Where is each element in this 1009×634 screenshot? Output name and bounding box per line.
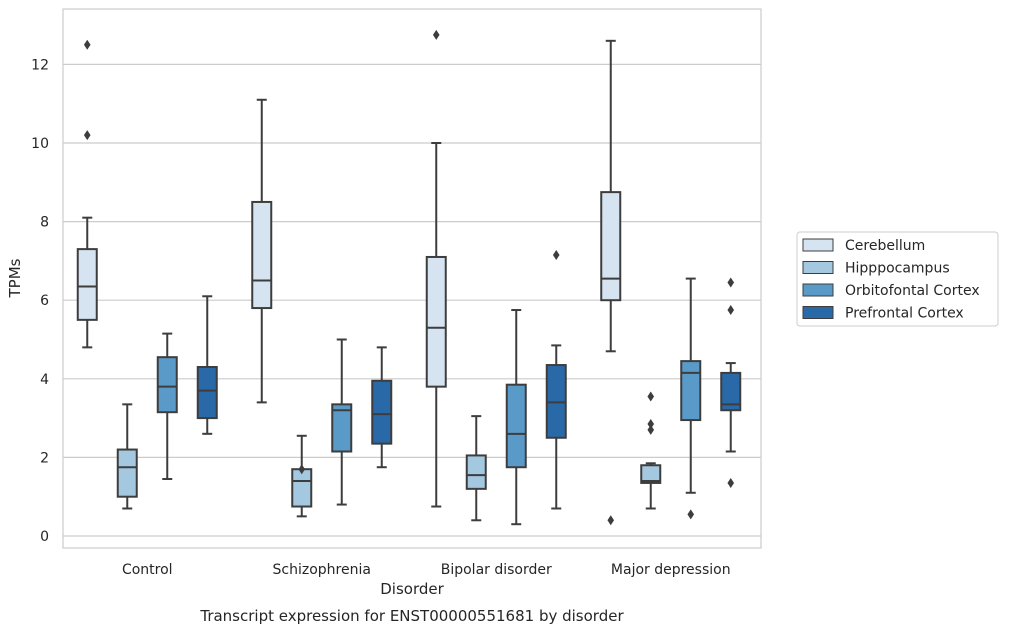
box-cerebellum bbox=[251, 98, 273, 404]
box-prefrontal-cortex bbox=[371, 346, 393, 469]
outlier-point bbox=[552, 250, 560, 261]
y-tick-label: 4 bbox=[40, 372, 49, 388]
legend-label: Orbitofontal Cortex bbox=[845, 283, 980, 299]
outlier-point bbox=[83, 39, 91, 50]
box-prefrontal-cortex bbox=[720, 277, 742, 488]
box-orbitofontal-cortex bbox=[156, 332, 178, 481]
y-axis-label: TPMs bbox=[6, 258, 24, 298]
box-orbitofontal-cortex bbox=[505, 309, 527, 526]
outlier-point bbox=[727, 277, 735, 288]
x-tick-label: Major depression bbox=[611, 562, 731, 578]
box-orbitofontal-cortex bbox=[331, 338, 353, 506]
gridlines bbox=[63, 63, 761, 537]
box-iqr bbox=[291, 468, 313, 508]
box-iqr bbox=[720, 371, 742, 412]
box-cerebellum bbox=[76, 39, 98, 349]
x-axis-ticks: Control Schizophrenia Bipolar disorder Majo… bbox=[122, 562, 731, 578]
y-tick-label: 6 bbox=[40, 293, 49, 309]
box-iqr bbox=[156, 356, 178, 414]
box-iqr bbox=[116, 448, 138, 498]
outlier-point bbox=[727, 477, 735, 488]
box-hipppocampus bbox=[116, 403, 138, 510]
outlier-point bbox=[687, 509, 695, 520]
box-iqr bbox=[196, 366, 218, 420]
box-iqr bbox=[371, 379, 393, 445]
box-iqr bbox=[76, 248, 98, 321]
box-iqr bbox=[465, 454, 487, 490]
legend-label: Hipppocampus bbox=[845, 261, 950, 277]
box-iqr bbox=[251, 200, 273, 310]
box-iqr bbox=[505, 383, 527, 469]
legend-swatch bbox=[802, 261, 834, 274]
box-prefrontal-cortex bbox=[196, 295, 218, 435]
box-prefrontal-cortex bbox=[545, 250, 567, 510]
box-plots bbox=[76, 29, 742, 526]
legend-frame bbox=[796, 231, 999, 327]
box-iqr bbox=[331, 403, 353, 453]
box-cerebellum bbox=[600, 39, 622, 526]
outlier-point bbox=[647, 424, 655, 435]
outlier-point bbox=[647, 391, 655, 402]
y-tick-label: 10 bbox=[31, 136, 49, 152]
y-tick-label: 8 bbox=[40, 215, 49, 231]
y-tick-label: 0 bbox=[40, 529, 49, 545]
box-hipppocampus bbox=[291, 434, 313, 518]
plot-frame bbox=[62, 8, 762, 549]
box-iqr bbox=[680, 360, 702, 422]
outlier-point bbox=[298, 464, 306, 475]
box-iqr bbox=[425, 255, 447, 388]
y-axis-ticks: 0 2 4 6 8 10 12 bbox=[31, 57, 49, 545]
x-tick-label: Control bbox=[122, 562, 173, 578]
y-tick-label: 12 bbox=[31, 57, 49, 73]
legend-label: Cerebellum bbox=[845, 238, 925, 254]
chart-caption: Transcript expression for ENST0000055168… bbox=[199, 607, 624, 625]
outlier-point bbox=[727, 305, 735, 316]
outlier-point bbox=[647, 418, 655, 429]
legend-swatch bbox=[802, 238, 834, 252]
box-iqr bbox=[640, 464, 662, 484]
legend-swatch bbox=[802, 283, 834, 297]
x-axis-label: Disorder bbox=[380, 580, 444, 598]
box-hipppocampus bbox=[640, 391, 662, 510]
outlier-point bbox=[83, 130, 91, 141]
outlier-point bbox=[432, 29, 440, 40]
x-tick-label: Schizophrenia bbox=[273, 562, 371, 578]
box-hipppocampus bbox=[465, 415, 487, 522]
x-tick-label: Bipolar disorder bbox=[441, 562, 552, 578]
y-tick-label: 2 bbox=[40, 450, 49, 466]
box-iqr bbox=[600, 191, 622, 302]
legend-label: Prefrontal Cortex bbox=[845, 306, 964, 322]
outlier-point bbox=[607, 515, 615, 526]
box-cerebellum bbox=[425, 29, 447, 508]
legend: Cerebellum Hipppocampus Orbitofontal Corte… bbox=[796, 231, 999, 327]
legend-swatch bbox=[802, 306, 834, 319]
box-orbitofontal-cortex bbox=[680, 277, 702, 520]
